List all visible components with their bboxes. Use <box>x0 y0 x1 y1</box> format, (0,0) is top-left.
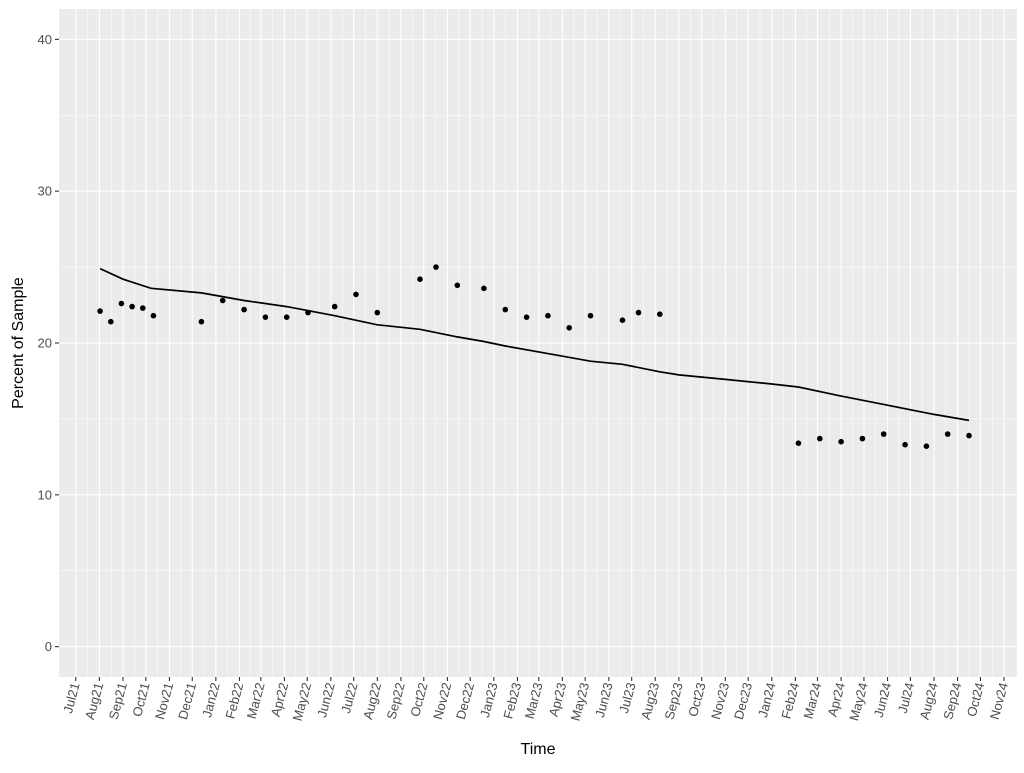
x-tick-label: Oct21 <box>129 681 152 718</box>
data-point <box>481 285 487 292</box>
x-tick-label: May24 <box>846 681 871 723</box>
x-tick-label: Jul23 <box>616 681 639 715</box>
x-tick-label: Nov24 <box>987 681 1011 721</box>
x-tick-label: Dec21 <box>175 681 199 721</box>
data-point <box>635 309 642 316</box>
x-tick-label: Mar24 <box>800 681 824 720</box>
data-point <box>587 312 594 319</box>
data-point <box>219 297 226 304</box>
x-tick-label: Sep21 <box>106 681 130 721</box>
x-tick-label: Jul22 <box>338 681 361 715</box>
x-tick-label: Feb23 <box>500 681 524 721</box>
major-gridlines <box>59 9 1017 677</box>
x-tick-label: Jan24 <box>755 681 779 719</box>
data-point <box>262 314 269 321</box>
x-tick-label: Aug24 <box>917 681 941 721</box>
data-point <box>150 312 157 319</box>
x-tick-label: Aug21 <box>82 681 106 721</box>
y-tick-label: 30 <box>38 184 52 199</box>
data-point <box>923 443 930 450</box>
x-tick-label: Jul21 <box>60 681 83 715</box>
x-tick-label: Oct22 <box>407 681 430 718</box>
x-tick-label: Mar23 <box>522 681 546 720</box>
y-tick-label: 10 <box>38 487 52 502</box>
x-tick-label: Aug22 <box>360 681 384 721</box>
data-point <box>353 291 359 298</box>
trend-line-layer <box>99 267 970 422</box>
data-point <box>566 325 572 331</box>
x-tick-label: Sep23 <box>662 681 686 721</box>
x-tick-label: Sep24 <box>940 681 964 721</box>
x-axis-title: Time <box>521 741 556 758</box>
data-point <box>859 435 866 442</box>
data-point <box>966 432 972 439</box>
data-point <box>433 264 439 270</box>
x-tick-label: Feb22 <box>222 681 246 721</box>
data-point <box>129 303 135 310</box>
data-point <box>545 312 551 319</box>
y-tick-label: 20 <box>38 336 52 351</box>
x-tick-label: Sep22 <box>384 681 408 721</box>
x-tick-label: Jun24 <box>871 681 895 719</box>
y-tick-label: 0 <box>45 639 52 654</box>
x-tick-label: Jan22 <box>199 681 223 719</box>
data-point <box>657 311 663 318</box>
data-point <box>944 431 951 437</box>
data-point <box>283 314 290 321</box>
data-point <box>838 438 844 445</box>
data-points-layer <box>97 264 972 450</box>
data-point <box>619 317 626 324</box>
x-tick-label: Nov23 <box>708 681 732 721</box>
x-tick-label: Nov21 <box>152 681 176 721</box>
x-tick-label: Apr24 <box>825 681 848 718</box>
data-point <box>417 276 423 283</box>
y-tick-label: 40 <box>38 32 52 47</box>
data-point <box>140 305 146 311</box>
data-point <box>198 318 205 325</box>
x-tick-label: May22 <box>290 681 315 723</box>
x-tick-label: Jul24 <box>895 681 918 715</box>
x-tick-label: May23 <box>568 681 593 723</box>
x-tick-label: Apr22 <box>268 681 291 718</box>
x-tick-label: Jan23 <box>477 681 501 719</box>
data-point <box>97 308 103 314</box>
data-point <box>374 309 381 316</box>
data-point <box>241 306 247 313</box>
data-point <box>880 431 887 437</box>
data-point <box>502 306 509 313</box>
data-point <box>331 303 338 310</box>
data-point <box>817 435 823 442</box>
x-tick-label: Aug23 <box>638 681 662 721</box>
x-tick-label: Oct24 <box>964 681 987 718</box>
data-point <box>523 314 530 321</box>
x-tick-label: Apr23 <box>546 681 569 718</box>
x-tick-label: Feb24 <box>778 681 802 721</box>
x-tick-label: Mar22 <box>244 681 268 720</box>
data-point <box>902 441 908 448</box>
y-axis-title: Percent of Sample <box>10 277 27 409</box>
data-point <box>305 309 311 316</box>
x-tick-label: Jun23 <box>592 681 616 719</box>
y-axis: 0 10 20 30 40 <box>38 32 59 654</box>
x-tick-label: Dec23 <box>731 681 755 721</box>
data-point <box>108 318 114 325</box>
x-tick-label: Nov22 <box>430 681 454 721</box>
data-point <box>118 300 125 307</box>
x-tick-label: Jun22 <box>314 681 338 719</box>
x-tick-label: Dec22 <box>453 681 477 721</box>
trend-line <box>99 267 970 422</box>
x-tick-label: Oct23 <box>685 681 708 718</box>
data-point <box>454 282 461 289</box>
data-point <box>795 440 802 447</box>
